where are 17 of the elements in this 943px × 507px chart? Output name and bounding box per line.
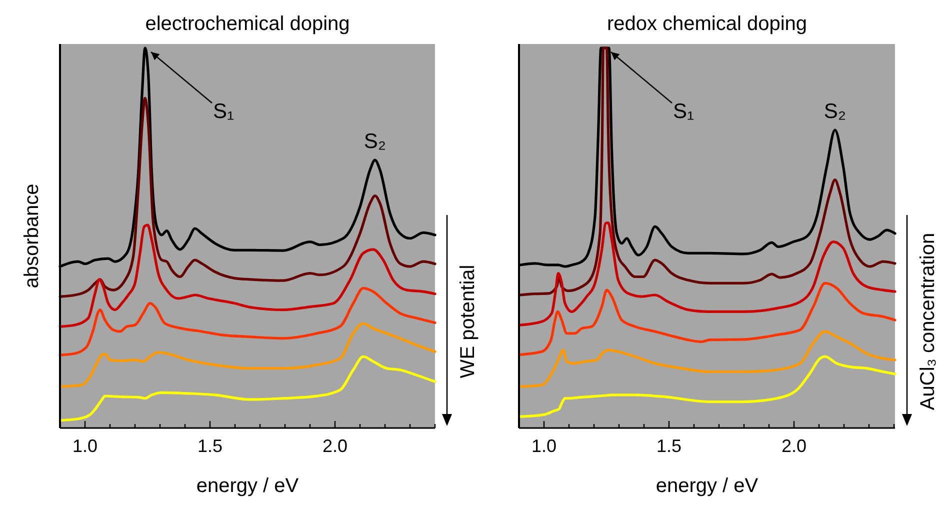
chart-title: redox chemical doping	[606, 13, 808, 35]
x-tick-label: 2.0	[322, 436, 348, 456]
annotation: S₂	[824, 100, 846, 124]
x-tick-label: 1.0	[531, 436, 557, 456]
x-tick-label: 1.5	[197, 436, 223, 456]
annotation: S₁	[673, 100, 694, 123]
text: WE potential	[457, 264, 479, 378]
x-tick-label: 2.0	[781, 436, 807, 456]
chart-title: electrochemical doping	[145, 13, 350, 35]
annotation: S₂	[364, 130, 386, 154]
x-axis-title: energy / eV	[196, 475, 300, 497]
x-tick-label: 1.5	[656, 436, 682, 456]
y-axis-title: absorbance	[21, 184, 43, 288]
text: AuCl₃ concentration	[917, 232, 939, 410]
x-axis-title: energy / eV	[656, 475, 759, 497]
x-tick-label: 1.0	[72, 436, 98, 456]
annotation: S₁	[213, 100, 234, 123]
